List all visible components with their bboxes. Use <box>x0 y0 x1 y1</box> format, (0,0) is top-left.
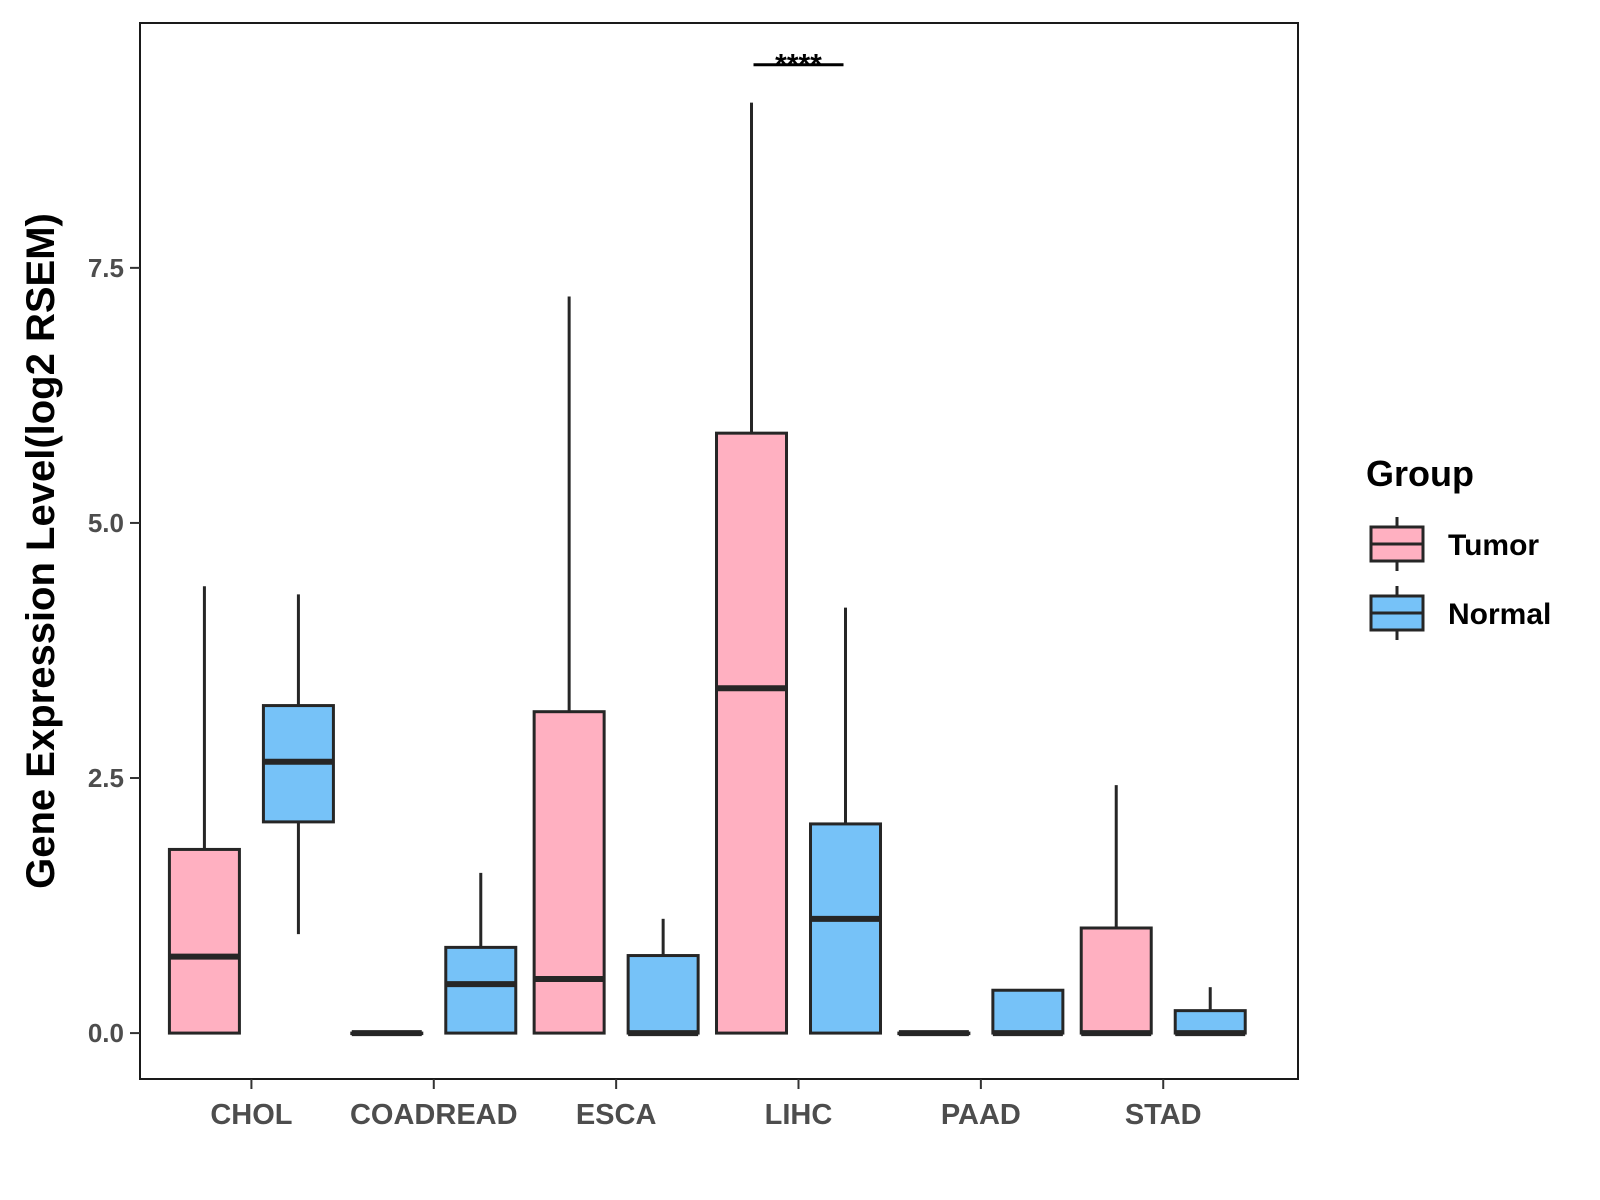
box-tumor-paad <box>897 1030 971 1037</box>
legend-label: Tumor <box>1448 529 1539 562</box>
x-tick-label-paad: PAAD <box>941 1099 1021 1131</box>
iqr-box <box>626 954 700 1035</box>
y-axis-title: Gene Expression Level(log2 RSEM) <box>19 213 63 889</box>
box-normal-coadread <box>444 872 518 1035</box>
box-normal-stad <box>1173 987 1247 1037</box>
box-tumor-stad <box>1079 785 1153 1037</box>
legend-items: Tumor Normal <box>1369 517 1551 640</box>
iqr-box <box>1079 926 1153 1035</box>
box-tumor-coadread <box>350 1030 424 1037</box>
iqr-box <box>444 945 518 1035</box>
x-tick-label-chol: CHOL <box>210 1099 292 1131</box>
y-tick-label: 5.0 <box>88 508 124 538</box>
iqr-box <box>1173 1009 1247 1035</box>
legend-item-tumor: Tumor <box>1369 517 1539 571</box>
x-tick-label-stad: STAD <box>1125 1099 1202 1131</box>
box-normal-esca <box>626 918 700 1037</box>
legend-title: Group <box>1366 453 1474 494</box>
iqr-box <box>167 847 241 1035</box>
boxes <box>167 102 1247 1037</box>
y-tick-label: 0.0 <box>88 1018 124 1048</box>
x-axis: CHOL COADREAD ESCA LIHC PAAD STAD <box>210 1079 1202 1131</box>
iqr-box <box>715 431 789 1035</box>
legend-item-normal: Normal <box>1369 586 1551 640</box>
annotations: **** <box>753 49 844 82</box>
significance-label: **** <box>775 49 822 82</box>
box-tumor-esca <box>532 296 606 1035</box>
x-tick-label-lihc: LIHC <box>765 1099 833 1131</box>
x-tick-label-esca: ESCA <box>576 1099 657 1131</box>
y-axis: 0.0 2.5 5.0 7.5 <box>88 253 140 1048</box>
box-normal-chol <box>261 594 335 935</box>
iqr-box <box>991 988 1065 1035</box>
box-tumor-lihc <box>715 102 789 1035</box>
iqr-box <box>532 710 606 1035</box>
y-tick-label: 7.5 <box>88 253 124 283</box>
y-tick-label: 2.5 <box>88 763 124 793</box>
box-tumor-chol <box>167 586 241 1035</box>
x-tick-label-coadread: COADREAD <box>350 1099 518 1131</box>
legend-label: Normal <box>1448 598 1551 631</box>
legend: Group Tumor Normal <box>1366 453 1551 640</box>
iqr-box <box>809 822 883 1035</box>
box-normal-lihc <box>809 607 883 1035</box>
box-normal-paad <box>991 988 1065 1037</box>
